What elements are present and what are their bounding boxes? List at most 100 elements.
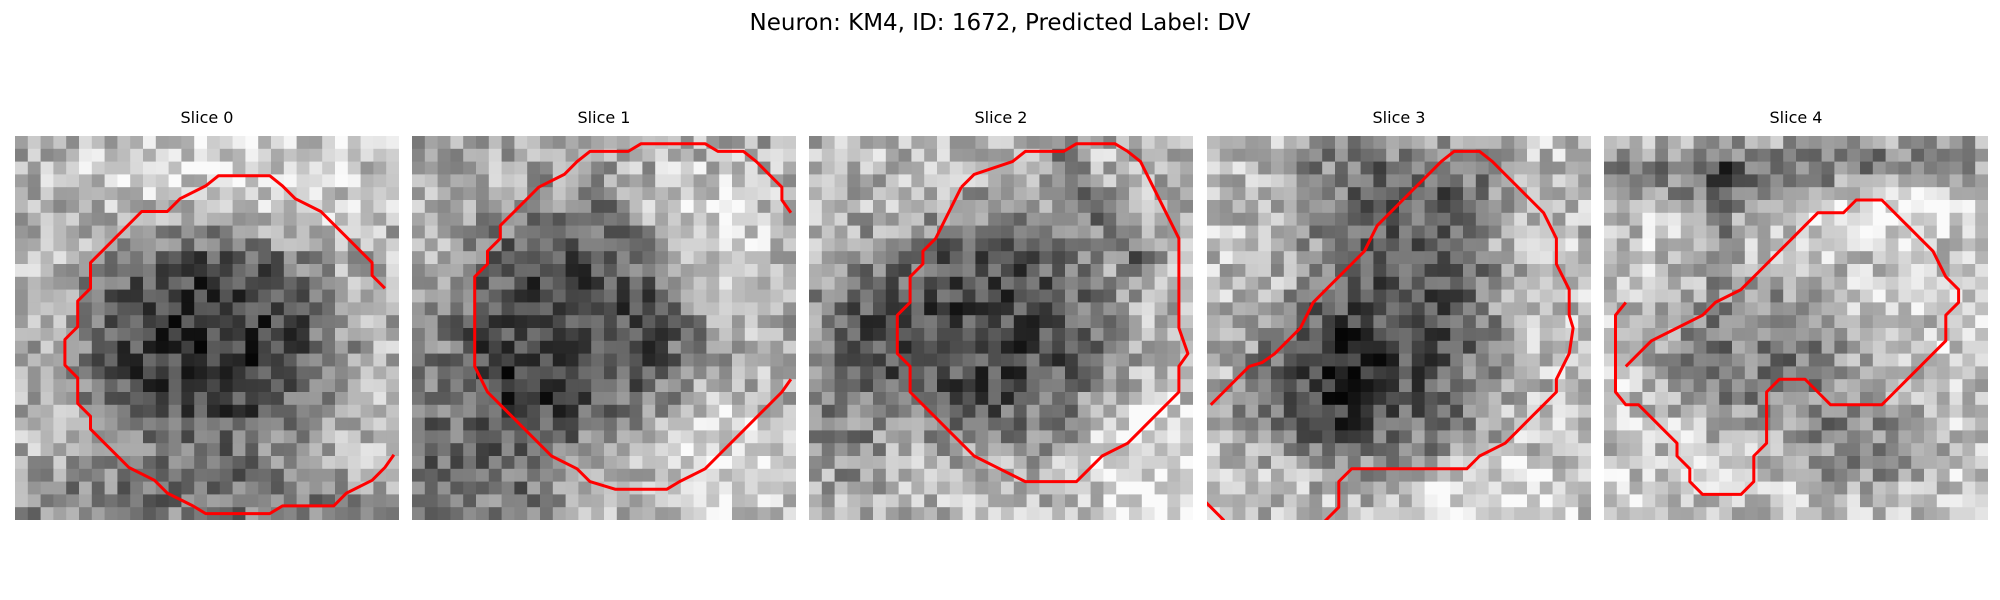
pixel: [79, 379, 93, 393]
pixel: [1757, 481, 1771, 495]
pixel: [1847, 251, 1861, 265]
pixel: [1706, 456, 1720, 470]
pixel: [1629, 468, 1643, 482]
pixel: [1514, 366, 1528, 380]
pixel: [283, 238, 297, 252]
pixel: [155, 251, 169, 265]
pixel: [104, 392, 118, 406]
pixel: [412, 251, 426, 265]
pixel: [476, 404, 490, 418]
pixel: [1552, 276, 1566, 290]
pixel: [130, 225, 144, 239]
pixel: [860, 379, 874, 393]
pixel: [373, 340, 387, 354]
pixel: [1911, 148, 1925, 162]
pixel: [130, 302, 144, 316]
pixel: [501, 174, 515, 188]
pixel: [1693, 468, 1707, 482]
pixel: [1386, 443, 1400, 457]
pixel: [873, 340, 887, 354]
pixel: [591, 251, 605, 265]
pixel: [194, 200, 208, 214]
pixel: [847, 161, 861, 175]
pixel: [296, 161, 310, 175]
pixel: [322, 174, 336, 188]
pixel: [1808, 417, 1822, 431]
pixel: [207, 417, 221, 431]
pixel: [668, 468, 682, 482]
pixel: [1860, 315, 1874, 329]
pixel: [1616, 315, 1630, 329]
pixel: [1949, 430, 1963, 444]
pixel: [706, 417, 720, 431]
pixel: [91, 225, 105, 239]
pixel: [53, 404, 67, 418]
pixel: [143, 494, 157, 508]
pixel: [79, 481, 93, 495]
pixel: [15, 225, 29, 239]
pixel: [1154, 340, 1168, 354]
pixel: [27, 507, 41, 520]
pixel: [1001, 289, 1015, 303]
pixel: [1347, 430, 1361, 444]
pixel: [219, 379, 233, 393]
pixel: [1949, 507, 1963, 520]
pixel: [1962, 379, 1976, 393]
pixel: [1450, 481, 1464, 495]
pixel: [1141, 276, 1155, 290]
pixel: [1271, 404, 1285, 418]
pixel: [655, 340, 669, 354]
pixel: [540, 468, 554, 482]
pixel: [501, 161, 515, 175]
pixel: [1322, 366, 1336, 380]
pixel: [1693, 276, 1707, 290]
pixel: [1757, 148, 1771, 162]
pixel: [91, 366, 105, 380]
pixel: [283, 289, 297, 303]
pixel: [1924, 366, 1938, 380]
pixel: [1450, 507, 1464, 520]
pixel: [1885, 161, 1899, 175]
pixel: [591, 507, 605, 520]
pixel: [476, 340, 490, 354]
pixel: [360, 225, 374, 239]
pixel: [1077, 187, 1091, 201]
pixel: [873, 212, 887, 226]
pixel: [1693, 136, 1707, 150]
pixel: [540, 379, 554, 393]
pixel: [821, 187, 835, 201]
pixel: [629, 251, 643, 265]
pixel: [732, 366, 746, 380]
pixel: [437, 148, 451, 162]
pixel: [1360, 443, 1374, 457]
pixel: [1437, 238, 1451, 252]
pixel: [1039, 468, 1053, 482]
pixel: [1924, 136, 1938, 150]
pixel: [732, 353, 746, 367]
pixel: [719, 507, 733, 520]
pixel: [1975, 161, 1988, 175]
pixel: [412, 507, 426, 520]
pixel: [911, 507, 925, 520]
pixel: [655, 404, 669, 418]
pixel: [79, 264, 93, 278]
pixel: [629, 238, 643, 252]
pixel: [783, 379, 796, 393]
pixel: [335, 353, 349, 367]
pixel: [1065, 315, 1079, 329]
pixel: [437, 494, 451, 508]
pixel: [1642, 264, 1656, 278]
pixel: [757, 200, 771, 214]
pixel: [437, 238, 451, 252]
pixel: [283, 276, 297, 290]
pixel: [1141, 494, 1155, 508]
pixel: [1475, 328, 1489, 342]
pixel: [1783, 315, 1797, 329]
pixel: [1129, 289, 1143, 303]
pixel: [616, 443, 630, 457]
pixel: [1552, 212, 1566, 226]
pixel: [1693, 494, 1707, 508]
pixel: [1808, 264, 1822, 278]
pixel: [15, 174, 29, 188]
pixel: [668, 161, 682, 175]
